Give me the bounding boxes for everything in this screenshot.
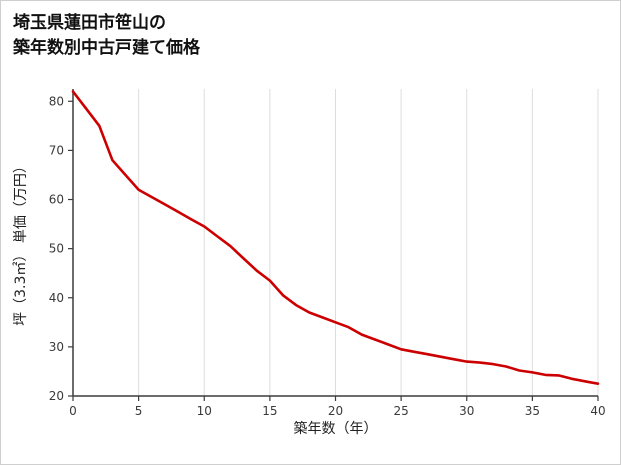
x-tick-label: 35 bbox=[525, 404, 540, 418]
x-tick-label: 40 bbox=[590, 404, 605, 418]
x-tick-label: 5 bbox=[135, 404, 143, 418]
y-tick-label: 30 bbox=[49, 340, 64, 354]
x-tick-label: 10 bbox=[197, 404, 212, 418]
price-line bbox=[71, 90, 600, 386]
x-tick-label: 20 bbox=[328, 404, 343, 418]
y-tick-label: 20 bbox=[49, 389, 64, 403]
chart-title-line2: 築年数別中古戸建て価格 bbox=[13, 37, 200, 58]
x-tick-label: 25 bbox=[393, 404, 408, 418]
y-tick-label: 40 bbox=[49, 291, 64, 305]
y-tick-label: 50 bbox=[49, 242, 64, 256]
chart-title: 埼玉県蓮田市笹山の 築年数別中古戸建て価格 bbox=[13, 11, 200, 60]
x-axis-title: 築年数（年） bbox=[294, 421, 378, 437]
y-tick-label: 60 bbox=[49, 193, 64, 207]
x-tick-label: 30 bbox=[459, 404, 474, 418]
x-tick-label: 0 bbox=[69, 404, 77, 418]
chart-title-line1: 埼玉県蓮田市笹山の bbox=[13, 13, 166, 33]
x-tick-label: 15 bbox=[262, 404, 277, 418]
y-axis-title: 坪（3.3㎡） 単価（万円） bbox=[13, 159, 29, 326]
y-tick-label: 70 bbox=[49, 143, 64, 157]
y-tick-label: 80 bbox=[49, 94, 64, 108]
